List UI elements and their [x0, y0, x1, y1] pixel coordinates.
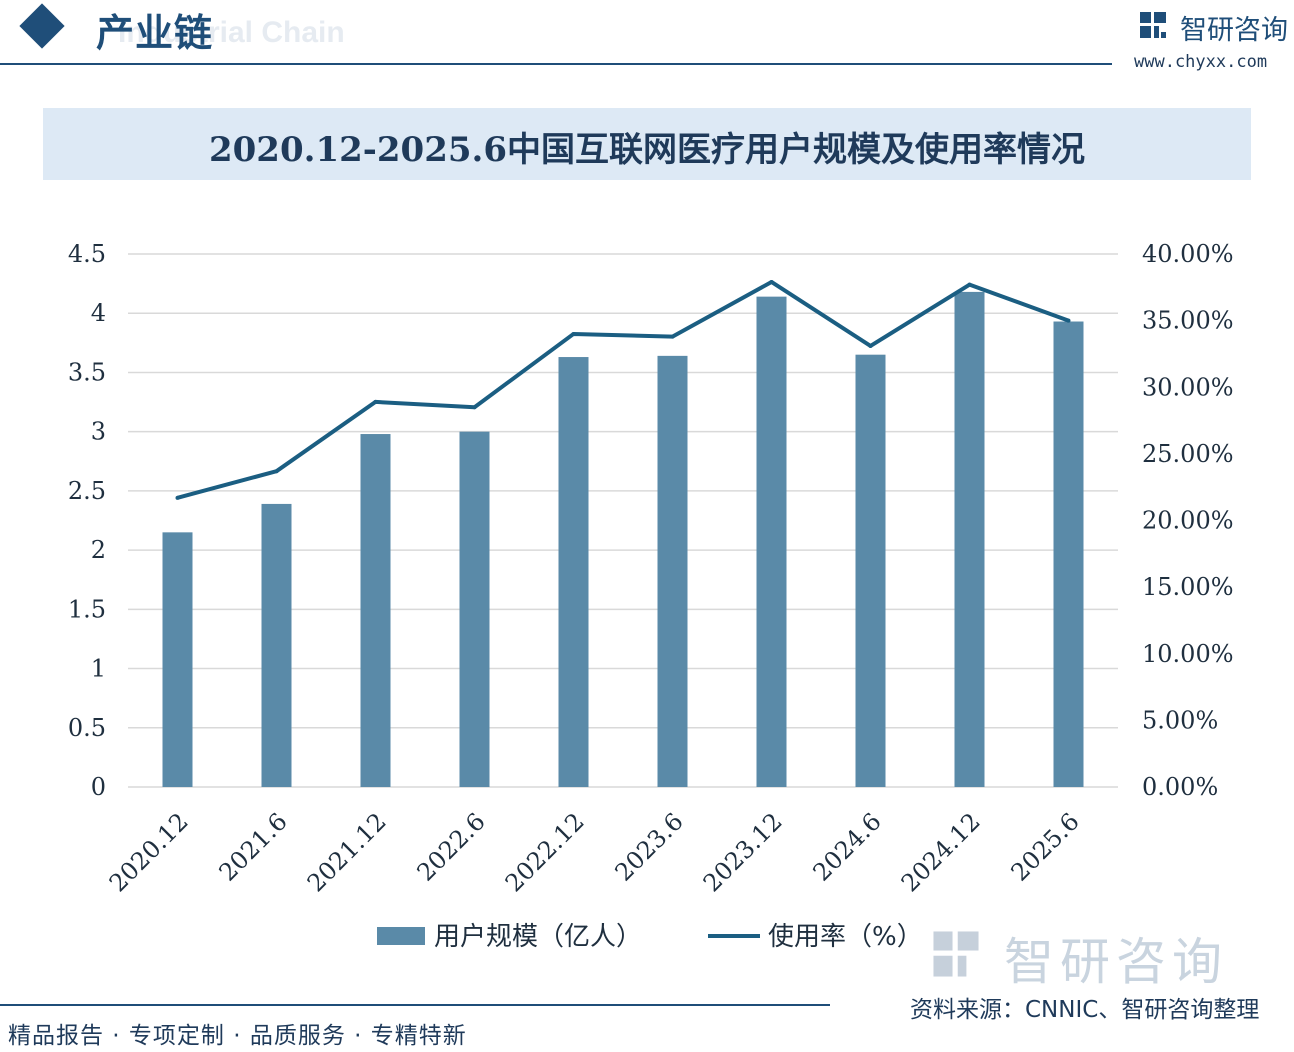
line-point: [1066, 318, 1071, 323]
y-right-tick-label: 35.00%: [1142, 307, 1234, 335]
x-tick-label: 2021.6: [214, 807, 293, 886]
legend-line-label: 使用率（%）: [768, 922, 923, 952]
x-tick-label: 2025.6: [1006, 807, 1085, 886]
y-left-tick-label: 2: [91, 536, 106, 564]
bar: [657, 355, 688, 787]
line-point: [373, 399, 378, 404]
bar: [954, 291, 985, 787]
line-point: [571, 331, 576, 336]
footer-divider: [0, 1004, 830, 1006]
y-left-tick-label: 3.5: [68, 358, 106, 386]
brand-url: www.chyxx.com: [1134, 52, 1268, 72]
x-tick-label: 2023.6: [610, 807, 689, 886]
y-left-tick-label: 4: [91, 299, 106, 327]
line-point: [868, 343, 873, 348]
legend-bar-swatch: [377, 927, 425, 945]
x-tick-label: 2021.12: [302, 807, 392, 897]
y-right-tick-label: 25.00%: [1142, 440, 1234, 468]
chart: 0 0.5 1 1.5 2 2.5 3 3.5 4 4.5 0.00% 5.00% 10.00% 15.0…: [68, 240, 1234, 952]
line-point: [967, 282, 972, 287]
brand-logo-icon: [1140, 12, 1166, 38]
y-right-tick-label: 30.00%: [1142, 373, 1234, 401]
chart-title-band: 2020.12-2025.6中国互联网医疗用户规模及使用率情况: [43, 108, 1251, 180]
line-point: [274, 469, 279, 474]
y-left-tick-label: 0.5: [68, 714, 106, 742]
header-title: 产业链: [96, 11, 214, 55]
y-right-tick-label: 20.00%: [1142, 507, 1234, 535]
y-left-tick-label: 0: [91, 773, 106, 801]
bar: [558, 357, 589, 787]
bar: [855, 354, 886, 787]
footer-tagline: 精品报告 · 专项定制 · 品质服务 · 专精特新: [8, 1023, 467, 1049]
chart-title: 2020.12-2025.6中国互联网医疗用户规模及使用率情况: [208, 130, 1085, 170]
y-right-tick-label: 5.00%: [1142, 706, 1218, 734]
x-tick-label: 2020.12: [104, 807, 194, 897]
line-point: [769, 279, 774, 284]
x-tick-label: 2023.12: [698, 807, 788, 897]
y-left-tick-label: 1: [91, 655, 106, 683]
line-point: [175, 495, 180, 500]
y-left-tick-label: 2.5: [68, 477, 106, 505]
y-left-tick-label: 4.5: [68, 240, 106, 268]
x-tick-label: 2024.6: [808, 807, 887, 886]
x-tick-label: 2024.12: [896, 807, 986, 897]
line-point: [472, 405, 477, 410]
footer-source: 资料来源：CNNIC、智研咨询整理: [910, 997, 1260, 1023]
y-right-tick-label: 15.00%: [1142, 573, 1234, 601]
header: Industrial Chain 产业链 智研咨询 www.chyxx.com: [0, 0, 1294, 72]
bar: [1053, 321, 1084, 787]
watermark-text: 智研咨询: [1004, 933, 1228, 991]
y-right-tick-label: 40.00%: [1142, 240, 1234, 268]
bar: [162, 532, 193, 787]
bar: [459, 431, 490, 787]
y-left-tick-label: 1.5: [68, 595, 106, 623]
bar: [756, 296, 787, 787]
y-left-tick-label: 3: [91, 418, 106, 446]
watermark-logo-icon: [933, 931, 979, 977]
bar: [261, 503, 292, 787]
series-line: [176, 279, 1070, 500]
header-divider: [0, 63, 1112, 65]
legend-bar-label: 用户规模（亿人）: [434, 922, 642, 952]
x-tick-label: 2022.12: [500, 807, 590, 897]
y-right-tick-label: 10.00%: [1142, 640, 1234, 668]
x-tick-label: 2022.6: [412, 807, 491, 886]
y-right-tick-label: 0.00%: [1142, 773, 1218, 801]
bar: [360, 434, 391, 787]
diamond-icon: [19, 3, 65, 49]
brand-name: 智研咨询: [1180, 15, 1288, 46]
line-point: [670, 334, 675, 339]
brand-logo: 智研咨询 www.chyxx.com: [1134, 8, 1288, 72]
